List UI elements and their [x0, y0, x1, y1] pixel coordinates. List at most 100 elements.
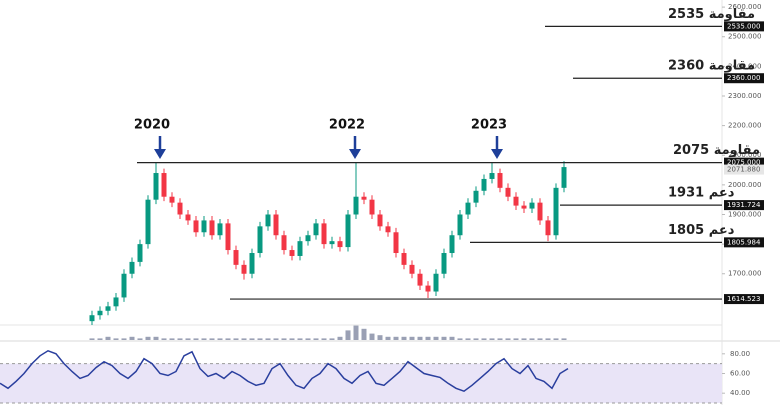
candle-body	[185, 214, 191, 221]
candle-body	[161, 173, 167, 197]
volume-bar	[113, 338, 119, 340]
year-label: 2020	[134, 118, 170, 133]
candle-body	[257, 226, 263, 254]
year-label: 2022	[329, 118, 365, 133]
candle-body	[97, 310, 103, 316]
volume-bar	[353, 325, 359, 340]
current-price-box	[724, 164, 764, 175]
volume-bar	[441, 336, 447, 340]
candle-body	[545, 220, 551, 236]
volume-bar	[481, 338, 487, 340]
volume-bar	[193, 338, 199, 340]
candle-body	[505, 187, 511, 197]
arrow-head	[154, 149, 166, 159]
volume-bar	[529, 338, 535, 340]
candle-body	[297, 241, 303, 256]
volume-bar	[297, 338, 303, 340]
candle-body	[305, 235, 311, 242]
volume-bar	[249, 338, 255, 340]
volume-bar	[241, 338, 247, 340]
volume-bar	[545, 338, 551, 340]
candle-body	[129, 261, 135, 274]
volume-bar	[553, 338, 559, 340]
rsi-tick-label: 80.00	[730, 350, 750, 358]
y-tick-label: 2100.000	[728, 151, 761, 159]
candle-body	[457, 214, 463, 236]
candle-body	[121, 273, 127, 298]
candle-body	[401, 253, 407, 265]
volume-bar	[345, 330, 351, 340]
level-price-label: 2075.000	[727, 159, 760, 167]
volume-bar	[505, 338, 511, 340]
volume-bar	[457, 338, 463, 340]
volume-bar	[417, 336, 423, 340]
y-tick-label: 2600.000	[728, 3, 761, 11]
candle-body	[89, 315, 95, 322]
volume-bar	[145, 336, 151, 340]
candle-body	[249, 253, 255, 274]
level-price-label: 1931.724	[727, 201, 761, 209]
price-panel	[89, 161, 567, 325]
candle-body	[225, 223, 231, 251]
candle-body	[441, 253, 447, 274]
volume-bar	[105, 336, 111, 340]
level-price-label: 1614.523	[727, 295, 760, 303]
candle-body	[465, 202, 471, 215]
volume-bar	[121, 338, 127, 340]
level-label: دعم 1931	[668, 186, 735, 201]
candle-body	[241, 264, 247, 274]
candle-body	[561, 167, 567, 188]
volume-bar	[257, 338, 263, 340]
volume-bar	[385, 336, 391, 340]
level-price-box	[724, 237, 764, 248]
volume-bar	[209, 338, 215, 340]
level-label: مقاومة 2075	[673, 143, 760, 158]
level-price-box	[724, 200, 764, 211]
candle-body	[513, 196, 519, 206]
rsi-tick-label: 40.00	[730, 389, 750, 397]
level-price-box	[724, 294, 764, 305]
candle-body	[177, 202, 183, 215]
candle-body	[337, 241, 343, 248]
volume-bar	[273, 338, 279, 340]
candle-body	[385, 226, 391, 233]
y-tick-label: 2000.000	[728, 181, 761, 189]
rsi-tick-label: 60.00	[730, 369, 750, 377]
level-price-box	[724, 157, 764, 168]
candle-body	[345, 214, 351, 248]
volume-bar	[129, 336, 135, 340]
y-tick-label: 2500.000	[728, 33, 761, 41]
volume-bar	[169, 338, 175, 340]
candle-body	[417, 273, 423, 286]
volume-bar	[393, 336, 399, 340]
volume-bar	[161, 338, 167, 340]
volume-bar	[177, 338, 183, 340]
volume-bar	[321, 338, 327, 340]
candle-body	[193, 220, 199, 233]
volume-bar	[449, 336, 455, 340]
volume-bar	[337, 336, 343, 340]
candle-body	[481, 178, 487, 191]
level-label: مقاومة 2360	[668, 59, 755, 74]
candle-body	[409, 264, 415, 274]
candle-body	[393, 232, 399, 254]
candle-body	[553, 187, 559, 236]
volume-bar	[513, 338, 519, 340]
candle-body	[209, 220, 215, 236]
candle-body	[281, 235, 287, 251]
volume-bar	[89, 338, 95, 340]
candle-body	[433, 273, 439, 292]
candle-body	[425, 285, 431, 292]
volume-bar	[361, 328, 367, 340]
candle-body	[497, 173, 503, 188]
volume-bar	[97, 338, 103, 340]
candle-body	[329, 241, 335, 245]
candle-body	[289, 250, 295, 256]
candle-body	[473, 190, 479, 203]
volume-bar	[153, 336, 159, 340]
overlay: 2600.000 2500.000 2400.000 2300.000 2200.000…	[0, 3, 764, 404]
candle-body	[201, 220, 207, 233]
candle-body	[521, 205, 527, 209]
